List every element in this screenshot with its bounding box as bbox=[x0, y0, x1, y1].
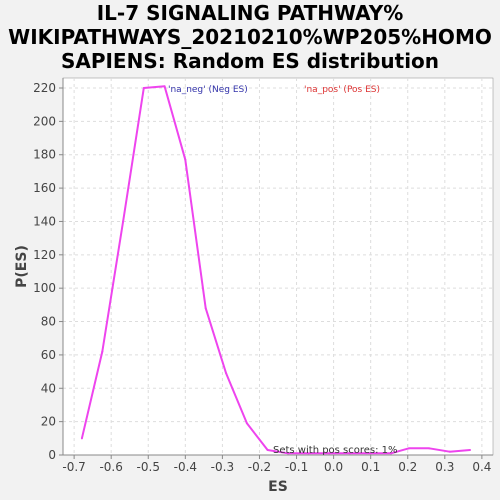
data-point bbox=[469, 448, 472, 451]
pos-scores-annotation: Sets with pos scores: 1% bbox=[273, 445, 398, 456]
y-tick-label: 100 bbox=[33, 281, 56, 295]
x-tick-label: 0.4 bbox=[472, 460, 491, 474]
x-tick-label: 0.3 bbox=[435, 460, 454, 474]
series-line bbox=[80, 85, 471, 455]
y-tick-label: 220 bbox=[33, 81, 56, 95]
axes: -0.7 -0.6 -0.5 -0.4 -0.3 -0.2 -0.1 0.0 0.1 0.2 0.3… bbox=[33, 78, 493, 474]
x-tick-label: 0.1 bbox=[361, 460, 380, 474]
title-line-2: WIKIPATHWAYS_20210210%WP205%HOMO bbox=[8, 25, 492, 49]
data-point bbox=[204, 307, 207, 310]
data-point bbox=[163, 85, 166, 88]
x-axis-title: ES bbox=[268, 479, 288, 495]
data-point bbox=[369, 452, 372, 455]
y-tick-label: 60 bbox=[41, 348, 56, 362]
data-point bbox=[122, 220, 125, 223]
series-group bbox=[80, 85, 472, 455]
title-line-3: SAPIENS: Random ES distribution bbox=[61, 49, 439, 73]
y-tick-label: 40 bbox=[41, 381, 56, 395]
y-tick-label: 120 bbox=[33, 248, 56, 262]
data-point bbox=[266, 448, 269, 451]
x-tick-label: -0.2 bbox=[248, 460, 271, 474]
x-tick-label: -0.7 bbox=[62, 460, 85, 474]
data-point bbox=[390, 452, 393, 455]
data-point bbox=[307, 452, 310, 455]
x-tick-label: 0.0 bbox=[324, 460, 343, 474]
data-point bbox=[428, 447, 431, 450]
x-tick-label: -0.1 bbox=[285, 460, 308, 474]
plot-area bbox=[62, 77, 494, 456]
data-point bbox=[184, 158, 187, 161]
data-point bbox=[80, 437, 83, 440]
x-tick-label: 0.2 bbox=[398, 460, 417, 474]
chart-title: IL-7 SIGNALING PATHWAY%WIKIPATHWAYS_2021… bbox=[8, 1, 492, 73]
y-tick-label: 140 bbox=[33, 214, 56, 228]
x-tick-label: -0.5 bbox=[137, 460, 160, 474]
x-tick-label: -0.6 bbox=[99, 460, 122, 474]
legend-item: 'na_neg' (Neg ES) bbox=[168, 85, 248, 95]
y-tick-label: 180 bbox=[33, 148, 56, 162]
x-tick-label: -0.3 bbox=[211, 460, 234, 474]
x-tick-label: -0.4 bbox=[174, 460, 197, 474]
title-line-1: IL-7 SIGNALING PATHWAY% bbox=[97, 1, 404, 25]
data-point bbox=[328, 452, 331, 455]
legend-item: 'na_pos' (Pos ES) bbox=[304, 85, 380, 95]
data-point bbox=[448, 450, 451, 453]
y-tick-label: 200 bbox=[33, 114, 56, 128]
legend: 'na_neg' (Neg ES) 'na_pos' (Pos ES) bbox=[168, 85, 380, 95]
y-tick-label: 0 bbox=[48, 448, 56, 462]
y-tick-label: 160 bbox=[33, 181, 56, 195]
gridlines bbox=[63, 78, 493, 456]
data-point bbox=[245, 422, 248, 425]
data-point bbox=[101, 350, 104, 353]
data-point bbox=[407, 447, 410, 450]
data-point bbox=[348, 452, 351, 455]
data-point bbox=[287, 452, 290, 455]
y-axis-title: P(ES) bbox=[14, 245, 30, 288]
data-point bbox=[142, 87, 145, 90]
data-point bbox=[225, 372, 228, 375]
y-tick-label: 20 bbox=[41, 415, 56, 429]
y-tick-label: 80 bbox=[41, 315, 56, 329]
